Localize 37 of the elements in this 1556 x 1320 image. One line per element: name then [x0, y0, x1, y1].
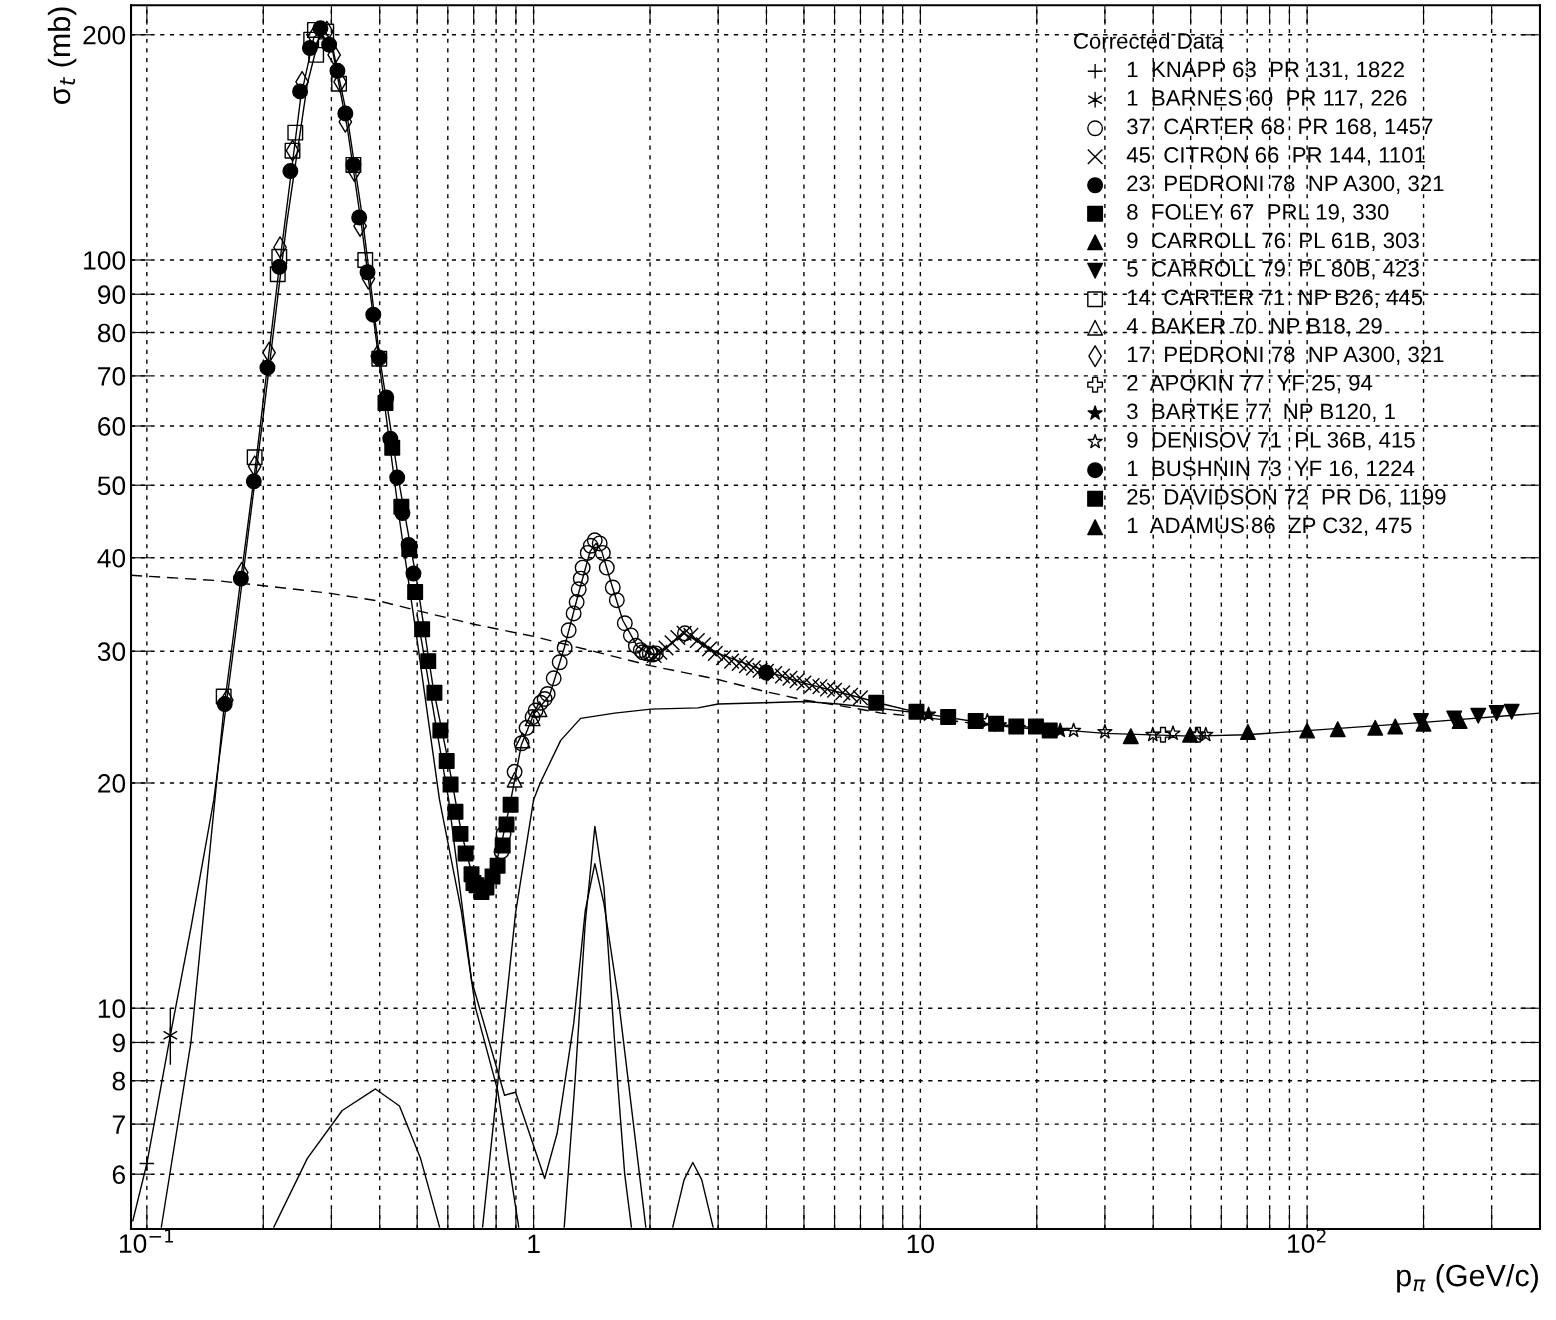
legend-label: 9 DENISOV 71 PL 36B, 415 — [1127, 432, 1415, 451]
y-tick-label: 10 — [98, 999, 126, 1019]
y-tick-label: 8 — [112, 1071, 126, 1091]
legend-label: 25 DAVIDSON 72 PR D6, 1199 — [1127, 489, 1446, 508]
x-tick-label: 10 — [907, 1234, 935, 1254]
y-tick-label: 6 — [112, 1165, 125, 1185]
legend-label: 1 BUSHNIN 73 YF 16, 1224 — [1127, 460, 1415, 479]
y-tick-label: 100 — [84, 251, 126, 270]
legend-label: 5 CARROLL 79 PL 80B, 423 — [1127, 261, 1419, 280]
y-tick-label: 70 — [98, 367, 126, 386]
y-tick-label: 9 — [112, 1033, 125, 1053]
y-tick-label: 7 — [112, 1115, 125, 1134]
legend-label: 2 APOKIN 77 YF 25, 94 — [1127, 375, 1373, 394]
y-tick-label: 80 — [97, 323, 126, 343]
y-tick-label: 30 — [97, 642, 126, 662]
y-tick-label: 50 — [97, 476, 126, 496]
y-tick-label: 200 — [83, 25, 126, 45]
x-axis-title: p$_{π}$ (GeV/c) — [1397, 1263, 1538, 1293]
y-tick-label: 90 — [98, 285, 126, 305]
y-tick-label: 60 — [98, 417, 126, 436]
legend-label: 9 CARROLL 76 PL 61B, 303 — [1127, 232, 1419, 251]
legend-label: 17 PEDRONI 78 NP A300, 321 — [1127, 346, 1444, 365]
x-tick-label: 1 — [528, 1234, 540, 1253]
y-tick-label: 20 — [98, 774, 126, 793]
legend-label: 8 FOLEY 67 PRL 19, 330 — [1127, 204, 1389, 223]
legend-title: Corrected Data — [1074, 32, 1224, 49]
y-axis-title: σ$_{t}$ (mb) — [47, 7, 77, 104]
legend-label: 3 BARTKE 77 NP B120, 1 — [1127, 403, 1395, 422]
x-tick-label: 10$^{−1}$ — [119, 1229, 174, 1253]
legend-label: 1 KNAPP 63 PR 131, 1822 — [1127, 61, 1404, 80]
legend-label: 37 CARTER 68 PR 168, 1457 — [1127, 118, 1433, 137]
legend-label: 23 PEDRONI 78 NP A300, 321 — [1127, 175, 1444, 194]
legend-label: 45 CITRON 66 PR 144, 1101 — [1126, 147, 1425, 166]
legend-label: 1 BARNES 60 PR 117, 226 — [1127, 90, 1407, 109]
y-tick-label: 40 — [97, 548, 126, 568]
legend-label: 14 CARTER 71 NP B26, 445 — [1127, 289, 1423, 308]
legend-label: 1 ADAMUS 86 ZP C32, 475 — [1127, 517, 1412, 536]
